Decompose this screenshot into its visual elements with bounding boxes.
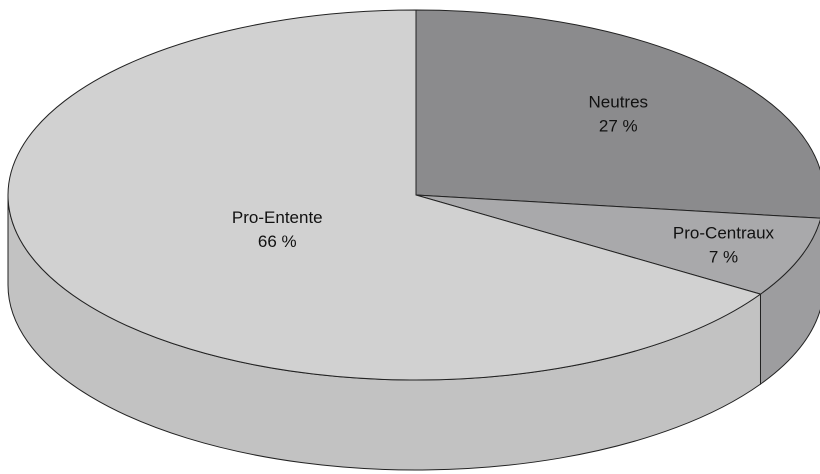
slice-value-label: 7 % — [709, 248, 738, 267]
slice-label: Pro-Centraux — [673, 224, 775, 243]
pie-slice — [7, 9, 762, 381]
pie-slice — [415, 9, 820, 219]
slice-label: Pro-Entente — [232, 208, 323, 227]
slice-label: Neutres — [589, 93, 649, 112]
slice-value-label: 27 % — [599, 117, 638, 136]
slice-value-label: 66 % — [258, 232, 297, 251]
